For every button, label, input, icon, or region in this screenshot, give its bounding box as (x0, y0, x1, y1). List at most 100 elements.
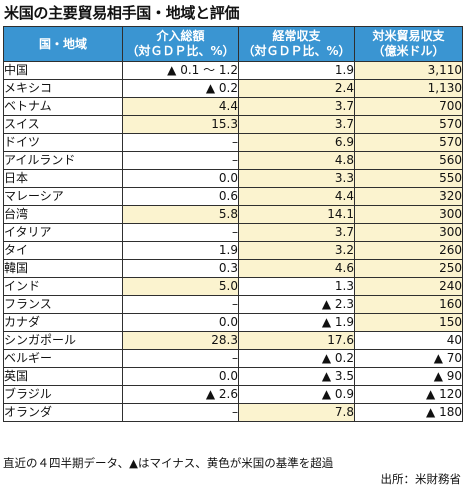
table-row: 韓国 0.3 4.6 250 (3, 259, 463, 278)
table-row: カナダ 0.0 ▲ 1.9 150 (3, 313, 463, 332)
trade-balance-cell: 1,130 (354, 79, 463, 98)
trade-balance-cell: ▲ 90 (354, 367, 463, 386)
intervention-cell: 1.9 (122, 241, 239, 260)
trade-balance-cell: 300 (354, 205, 463, 224)
header-trade-balance: 対米貿易収支 （億米ドル） (354, 26, 463, 62)
table-row: フランス – ▲ 2.3 160 (3, 295, 463, 314)
table-row: 英国 0.0 ▲ 3.5 ▲ 90 (3, 367, 463, 386)
current-account-cell: ▲ 1.9 (238, 313, 355, 332)
intervention-cell: – (122, 151, 239, 170)
current-account-cell: 14.1 (238, 205, 355, 224)
table-row: シンガポール 28.3 17.6 40 (3, 331, 463, 350)
country-name-cell: カナダ (3, 313, 123, 332)
intervention-cell: 5.8 (122, 205, 239, 224)
intervention-cell: ▲ 2.6 (122, 385, 239, 404)
country-name-cell: メキシコ (3, 79, 123, 98)
table-row: 台湾 5.8 14.1 300 (3, 205, 463, 224)
current-account-cell: ▲ 0.9 (238, 385, 355, 404)
country-name-cell: 中国 (3, 61, 123, 80)
country-name-cell: ブラジル (3, 385, 123, 404)
country-name-cell: オランダ (3, 403, 123, 422)
trade-balance-cell: 570 (354, 133, 463, 152)
trade-balance-cell: 300 (354, 223, 463, 242)
trade-balance-cell: 240 (354, 277, 463, 296)
country-name-cell: ドイツ (3, 133, 123, 152)
table-row: マレーシア 0.6 4.4 320 (3, 187, 463, 206)
table-row: ブラジル ▲ 2.6 ▲ 0.9 ▲ 120 (3, 385, 463, 404)
country-name-cell: インド (3, 277, 123, 296)
intervention-cell: – (122, 349, 239, 368)
country-name-cell: 韓国 (3, 259, 123, 278)
intervention-cell: 4.4 (122, 97, 239, 116)
page-title: 米国の主要貿易相手国・地域と評価 (4, 4, 240, 22)
intervention-cell: 28.3 (122, 331, 239, 350)
table-row: オランダ –7.8 ▲ 180 (3, 403, 463, 422)
table-body: 中国 ▲ 0.1 ～ 1.2 1.9 3,110 メキシコ ▲ 0.2 2.4 1,130 ベト… (3, 61, 463, 422)
intervention-cell: ▲ 0.2 (122, 79, 239, 98)
table-row: ドイツ –6.9 570 (3, 133, 463, 152)
table-row: 日本 0.0 3.3 550 (3, 169, 463, 188)
table-row: インド 5.0 1.3 240 (3, 277, 463, 296)
current-account-cell: ▲ 2.3 (238, 295, 355, 314)
trade-partner-table: 国・地域 介入総額 （対ＧＤＰ比、%） 経常収支 （対ＧＤＰ比、%） 対米貿易収… (3, 26, 463, 422)
intervention-cell: 0.0 (122, 169, 239, 188)
table-row: スイス 15.3 3.7 570 (3, 115, 463, 134)
trade-balance-cell: ▲ 70 (354, 349, 463, 368)
country-name-cell: スイス (3, 115, 123, 134)
source-credit: 出所：米財務省 (380, 472, 462, 486)
header-current-account: 経常収支 （対ＧＤＰ比、%） (238, 26, 355, 62)
intervention-cell: 0.3 (122, 259, 239, 278)
country-name-cell: 台湾 (3, 205, 123, 224)
intervention-cell: 0.6 (122, 187, 239, 206)
table-row: メキシコ ▲ 0.2 2.4 1,130 (3, 79, 463, 98)
table-row: アイルランド –4.8 560 (3, 151, 463, 170)
country-name-cell: タイ (3, 241, 123, 260)
current-account-cell: 4.6 (238, 259, 355, 278)
current-account-cell: 3.7 (238, 115, 355, 134)
intervention-cell: 0.0 (122, 367, 239, 386)
header-intervention: 介入総額 （対ＧＤＰ比、%） (122, 26, 239, 62)
country-name-cell: イタリア (3, 223, 123, 242)
intervention-cell: – (122, 295, 239, 314)
trade-balance-cell: 550 (354, 169, 463, 188)
current-account-cell: ▲ 3.5 (238, 367, 355, 386)
trade-balance-cell: 320 (354, 187, 463, 206)
country-name-cell: ベルギー (3, 349, 123, 368)
trade-balance-cell: 40 (354, 331, 463, 350)
intervention-cell: ▲ 0.1 ～ 1.2 (122, 61, 239, 80)
country-name-cell: 英国 (3, 367, 123, 386)
country-name-cell: マレーシア (3, 187, 123, 206)
current-account-cell: 3.7 (238, 223, 355, 242)
country-name-cell: アイルランド (3, 151, 123, 170)
table-row: タイ 1.9 3.2 260 (3, 241, 463, 260)
current-account-cell: 3.7 (238, 97, 355, 116)
table-row: 中国 ▲ 0.1 ～ 1.2 1.9 3,110 (3, 61, 463, 80)
current-account-cell: 4.4 (238, 187, 355, 206)
trade-balance-cell: 700 (354, 97, 463, 116)
header-country: 国・地域 (3, 26, 123, 62)
current-account-cell: 17.6 (238, 331, 355, 350)
current-account-cell: 3.2 (238, 241, 355, 260)
current-account-cell: 1.3 (238, 277, 355, 296)
table-row: ベトナム 4.4 3.7 700 (3, 97, 463, 116)
trade-balance-cell: 570 (354, 115, 463, 134)
trade-balance-cell: ▲ 120 (354, 385, 463, 404)
table-header-row: 国・地域 介入総額 （対ＧＤＰ比、%） 経常収支 （対ＧＤＰ比、%） 対米貿易収… (3, 26, 463, 62)
table-row: イタリア –3.7 300 (3, 223, 463, 242)
current-account-cell: ▲ 0.2 (238, 349, 355, 368)
intervention-cell: 5.0 (122, 277, 239, 296)
current-account-cell: 1.9 (238, 61, 355, 80)
current-account-cell: 6.9 (238, 133, 355, 152)
current-account-cell: 3.3 (238, 169, 355, 188)
trade-balance-cell: 150 (354, 313, 463, 332)
current-account-cell: 2.4 (238, 79, 355, 98)
footnote: 直近の４四半期データ、▲はマイナス、黄色が米国の基準を超過 (3, 456, 334, 470)
country-name-cell: ベトナム (3, 97, 123, 116)
trade-balance-cell: 160 (354, 295, 463, 314)
country-name-cell: 日本 (3, 169, 123, 188)
trade-balance-cell: 250 (354, 259, 463, 278)
intervention-cell: 15.3 (122, 115, 239, 134)
country-name-cell: フランス (3, 295, 123, 314)
intervention-cell: 0.0 (122, 313, 239, 332)
current-account-cell: 4.8 (238, 151, 355, 170)
